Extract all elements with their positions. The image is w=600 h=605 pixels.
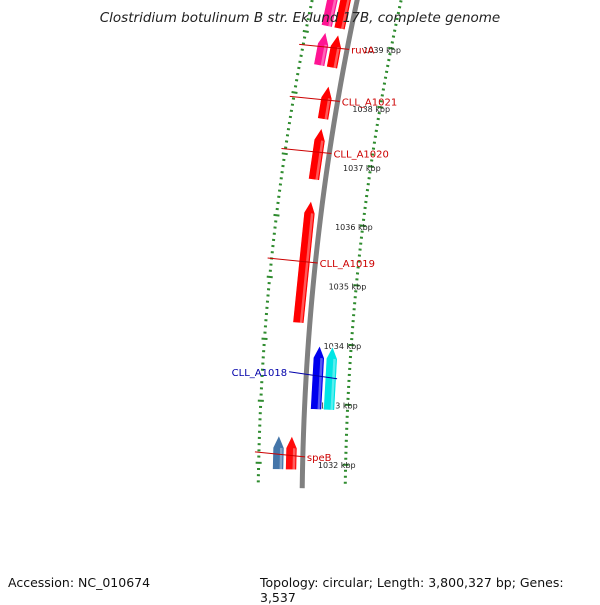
outer-tick-ring-tick bbox=[267, 277, 273, 278]
inner-tick-ring-tick bbox=[386, 66, 389, 67]
inner-tick-ring-tick bbox=[385, 72, 388, 73]
outer-tick-ring-tick bbox=[274, 215, 280, 216]
tick-label-1035: 1035 kbp bbox=[329, 282, 367, 291]
inner-tick-ring-tick bbox=[381, 95, 384, 96]
inner-tick-ring-tick bbox=[391, 42, 394, 43]
tick-label-1036: 1036 kbp bbox=[335, 223, 373, 232]
gene-label-CLL_A1019: CLL_A1019 bbox=[320, 259, 375, 270]
outer-tick-ring-tick bbox=[301, 49, 304, 50]
outer-tick-ring-tick bbox=[294, 86, 297, 87]
inner-tick-ring-tick bbox=[383, 83, 386, 84]
outer-tick-ring-tick bbox=[302, 43, 305, 44]
inner-tick-ring-tick bbox=[384, 77, 387, 78]
gene-label-CLL_A1021: CLL_A1021 bbox=[342, 97, 397, 108]
gene-arrow-highlight bbox=[293, 448, 296, 469]
gene-arrow bbox=[327, 35, 342, 69]
inner-tick-ring-tick bbox=[392, 36, 395, 37]
outer-tick-ring-tick bbox=[300, 56, 303, 57]
inner-tick-ring-tick bbox=[382, 89, 385, 90]
outer-tick-ring-tick bbox=[311, 1, 314, 2]
inner-tick-ring-tick bbox=[377, 119, 380, 120]
inner-tick-ring-tick bbox=[393, 30, 396, 31]
outer-tick-ring-tick bbox=[292, 92, 298, 93]
tick-label-1037: 1037 kbp bbox=[343, 164, 381, 173]
gene-label-CLL_A1018: CLL_A1018 bbox=[232, 368, 287, 379]
tick-label-1034: 1034 kbp bbox=[324, 342, 362, 351]
outer-tick-ring-tick bbox=[292, 98, 295, 99]
gene-label-CLL_A1020: CLL_A1020 bbox=[333, 150, 388, 161]
outer-tick-ring-tick bbox=[297, 68, 300, 69]
outer-tick-ring-tick bbox=[282, 153, 288, 154]
outer-tick-ring-tick bbox=[303, 31, 309, 32]
map-title: Clostridium botulinum B str. Eklund 17B,… bbox=[0, 10, 600, 26]
accession-text: Accession: NC_010674 bbox=[8, 575, 150, 590]
inner-tick-ring-tick bbox=[387, 60, 390, 61]
gene-label-leader bbox=[290, 96, 340, 101]
gene-arrow bbox=[318, 86, 332, 120]
gene-arrow-highlight bbox=[280, 448, 283, 470]
inner-tick-ring-tick bbox=[398, 7, 401, 8]
outer-tick-ring-tick bbox=[303, 37, 306, 38]
outer-tick-ring-tick bbox=[296, 74, 299, 75]
inner-tick-ring-tick bbox=[399, 1, 402, 2]
gene-label-speB: speB bbox=[307, 453, 332, 464]
outer-tick-ring-tick bbox=[295, 80, 298, 81]
gene-arrow bbox=[310, 346, 324, 410]
outer-tick-ring-tick bbox=[309, 7, 312, 8]
outer-tick-ring-tick bbox=[298, 62, 301, 63]
topology-text: Topology: circular; Length: 3,800,327 bp… bbox=[260, 575, 600, 605]
gene-arrow bbox=[314, 32, 329, 66]
gene-label-ruvA: ruvA bbox=[351, 45, 374, 56]
